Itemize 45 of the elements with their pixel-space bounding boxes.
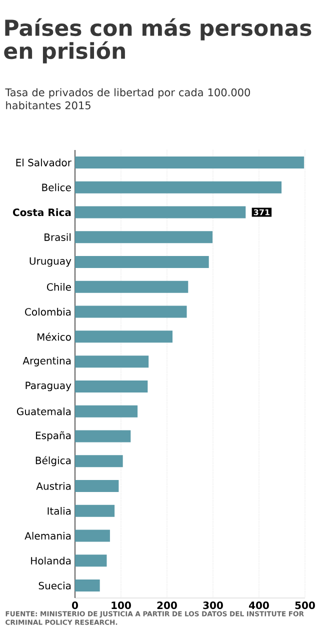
bar — [74, 405, 138, 418]
bar — [74, 206, 246, 218]
bar — [74, 480, 119, 492]
x-tick-label: 100 — [112, 602, 131, 610]
y-tick-label: Argentina — [22, 356, 71, 366]
y-tick-label: El Salvador — [16, 158, 72, 166]
y-tick-label: Colombia — [25, 308, 71, 316]
y-tick-label: Costa Rica — [12, 208, 71, 216]
bar — [74, 554, 107, 567]
y-tick-label: Alemania — [24, 532, 71, 540]
bar — [74, 455, 123, 468]
y-tick-label: Chile — [47, 283, 71, 291]
y-tick-label: Uruguay — [30, 257, 72, 267]
bar — [74, 356, 149, 368]
x-tick-label: 0 — [72, 602, 78, 610]
y-tick-label: Suecia — [38, 582, 71, 590]
bar — [74, 504, 115, 517]
y-tick-label: España — [36, 431, 71, 442]
x-tick-label: 200 — [157, 602, 177, 610]
bar — [74, 280, 188, 293]
bar — [74, 156, 304, 168]
bar — [74, 580, 100, 592]
y-tick-label: Italia — [48, 507, 71, 515]
x-tick-label: 500 — [295, 602, 315, 610]
bar — [74, 530, 110, 542]
y-tick-label: Bélgica — [36, 456, 71, 466]
bar — [74, 181, 282, 194]
chart-title: Países con más personas en prisión — [4, 18, 312, 64]
y-tick-label: Paraguay — [26, 382, 72, 392]
chart-subtitle: Tasa de privados de libertad por cada 100.000 habitantes 2015 — [5, 88, 250, 110]
data-label: 371 — [254, 209, 270, 216]
bar — [74, 256, 209, 268]
bar — [74, 306, 187, 318]
bar — [74, 231, 213, 244]
bar — [74, 330, 173, 343]
y-tick-label: Belice — [42, 183, 71, 192]
y-tick-label: Austria — [36, 482, 71, 490]
bar — [74, 430, 131, 442]
x-tick-label: 400 — [249, 602, 269, 610]
y-tick-label: México — [38, 332, 71, 341]
y-tick-label: Brasil — [44, 233, 71, 241]
y-tick-label: Guatemala — [16, 407, 71, 416]
y-tick-label: Holanda — [31, 556, 71, 565]
bar — [74, 380, 148, 392]
x-tick-label: 300 — [203, 602, 223, 610]
